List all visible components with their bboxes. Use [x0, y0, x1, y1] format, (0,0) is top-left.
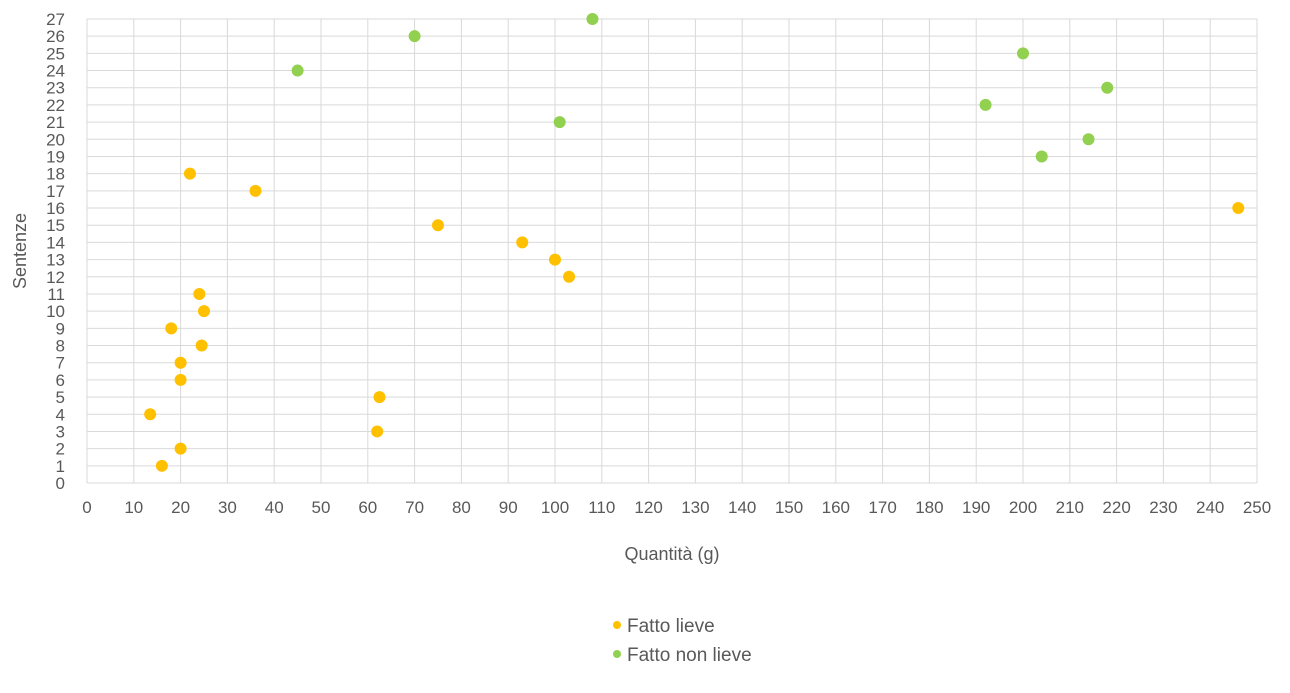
y-axis-ticks: 0123456789101112131415161718192021222324…: [46, 10, 65, 493]
y-tick-label: 20: [46, 130, 65, 149]
y-axis-title: Sentenze: [10, 213, 30, 289]
x-tick-label: 110: [588, 498, 615, 517]
point-fatto-non-lieve: [1035, 150, 1048, 163]
point-fatto-lieve: [563, 270, 576, 283]
point-fatto-non-lieve: [291, 64, 304, 77]
y-tick-label: 1: [56, 457, 65, 476]
y-tick-label: 21: [46, 113, 65, 132]
x-tick-label: 180: [915, 498, 943, 517]
x-tick-label: 160: [822, 498, 850, 517]
legend-label: Fatto non lieve: [627, 645, 752, 666]
y-tick-label: 7: [56, 354, 65, 373]
x-tick-label: 240: [1196, 498, 1224, 517]
point-fatto-non-lieve: [1082, 133, 1095, 146]
y-tick-label: 24: [46, 62, 65, 81]
y-tick-label: 14: [46, 233, 65, 252]
data-points: [144, 13, 1245, 472]
point-fatto-non-lieve: [1017, 47, 1029, 60]
point-fatto-lieve: [249, 184, 262, 197]
y-tick-label: 16: [46, 199, 65, 218]
point-fatto-non-lieve: [586, 13, 599, 25]
y-tick-label: 2: [56, 440, 65, 459]
y-tick-label: 3: [56, 422, 65, 441]
x-tick-label: 0: [82, 498, 91, 517]
y-tick-label: 11: [47, 285, 65, 304]
point-fatto-non-lieve: [408, 30, 421, 43]
grid: [86, 18, 1258, 484]
x-tick-label: 20: [171, 498, 190, 517]
y-tick-label: 9: [56, 319, 65, 338]
x-tick-label: 200: [1009, 498, 1037, 517]
x-tick-label: 120: [634, 498, 662, 517]
x-tick-label: 40: [265, 498, 284, 517]
x-tick-label: 140: [728, 498, 756, 517]
x-tick-label: 80: [452, 498, 471, 517]
point-fatto-lieve: [144, 408, 157, 421]
x-tick-label: 60: [358, 498, 377, 517]
point-fatto-lieve: [155, 459, 168, 472]
x-tick-label: 150: [775, 498, 803, 517]
legend: Fatto lieve Fatto non lieve: [613, 616, 752, 666]
x-tick-label: 100: [541, 498, 569, 517]
y-tick-label: 4: [56, 405, 65, 424]
point-fatto-lieve: [195, 339, 208, 352]
x-tick-label: 130: [681, 498, 709, 517]
legend-marker: [613, 621, 621, 629]
x-tick-label: 190: [962, 498, 990, 517]
y-tick-label: 0: [56, 474, 65, 493]
x-tick-label: 10: [124, 498, 143, 517]
x-tick-label: 70: [405, 498, 424, 517]
x-tick-label: 30: [218, 498, 237, 517]
point-fatto-lieve: [165, 322, 178, 335]
x-axis-title: Quantità (g): [624, 544, 719, 564]
y-tick-label: 27: [46, 10, 65, 29]
point-fatto-lieve: [193, 287, 206, 300]
point-fatto-lieve: [174, 442, 187, 455]
y-tick-label: 18: [46, 165, 65, 184]
point-fatto-lieve: [1232, 202, 1245, 215]
y-tick-label: 5: [56, 388, 65, 407]
x-tick-label: 250: [1243, 498, 1271, 517]
point-fatto-non-lieve: [553, 116, 566, 129]
y-tick-label: 8: [56, 337, 65, 356]
x-tick-label: 170: [868, 498, 896, 517]
y-tick-label: 6: [56, 371, 65, 390]
point-fatto-lieve: [183, 167, 196, 180]
point-fatto-lieve: [174, 356, 187, 369]
y-tick-label: 12: [46, 268, 65, 287]
x-tick-label: 50: [312, 498, 331, 517]
y-tick-label: 26: [46, 27, 65, 46]
legend-marker: [613, 650, 621, 658]
x-tick-label: 210: [1056, 498, 1084, 517]
point-fatto-non-lieve: [979, 98, 992, 111]
point-fatto-lieve: [198, 305, 210, 318]
point-fatto-non-lieve: [1101, 81, 1114, 94]
x-tick-label: 230: [1149, 498, 1177, 517]
y-tick-label: 23: [46, 79, 65, 98]
x-axis-ticks: 0 10 20 30 40 50 60 70 80 90 100 110 120 130 140 150 160…: [82, 498, 1271, 517]
legend-label: Fatto lieve: [627, 616, 715, 637]
point-fatto-lieve: [549, 253, 561, 266]
y-tick-label: 13: [46, 251, 65, 270]
point-fatto-lieve: [432, 219, 444, 232]
y-tick-label: 15: [46, 216, 65, 235]
point-fatto-lieve: [516, 236, 529, 249]
y-tick-label: 17: [46, 182, 65, 201]
point-fatto-lieve: [371, 425, 384, 438]
x-tick-label: 220: [1102, 498, 1130, 517]
point-fatto-lieve: [373, 391, 386, 404]
y-tick-label: 19: [46, 147, 65, 166]
y-tick-label: 25: [46, 44, 65, 63]
point-fatto-lieve: [174, 373, 187, 386]
y-tick-label: 22: [46, 96, 65, 115]
y-tick-label: 10: [46, 302, 65, 321]
x-tick-label: 90: [499, 498, 518, 517]
